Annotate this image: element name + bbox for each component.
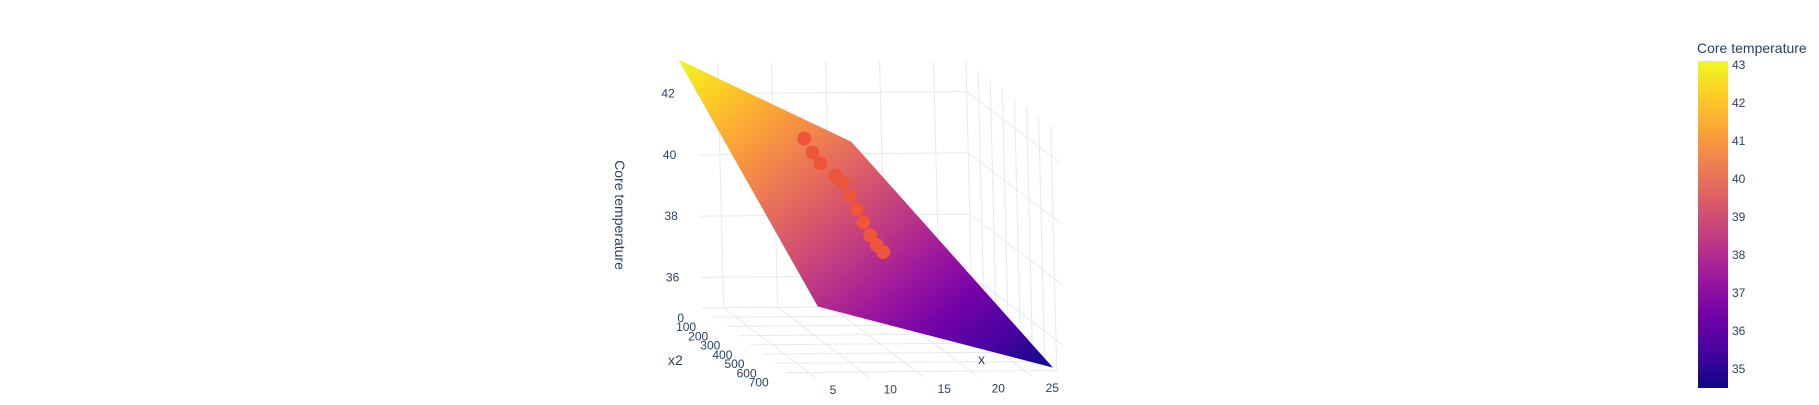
floor-gridline [777, 307, 870, 378]
scatter-layer [797, 131, 891, 259]
floor-gridline [786, 369, 1057, 373]
z-axis-title: Core temperature [612, 160, 628, 270]
colorbar-tick-label: 36 [1732, 324, 1746, 338]
x-tick-label: 25 [1046, 381, 1060, 395]
side-wall-gridline [1013, 97, 1021, 343]
side-wall-gridline [989, 79, 997, 325]
scatter-point [863, 228, 878, 243]
floor-gridline [723, 307, 816, 379]
scatter-point [842, 188, 857, 203]
x2-tick-label: 200 [688, 329, 708, 343]
side-wall-gridline [967, 152, 1061, 224]
colorbar-tick-label: 37 [1732, 286, 1746, 300]
x2-tick-label: 100 [676, 320, 696, 334]
x2-tick-label: 400 [712, 348, 732, 362]
scatter-point [813, 156, 828, 171]
side-wall-gridline [977, 70, 985, 316]
x-tick-label: 20 [992, 382, 1006, 396]
scatter-point [856, 215, 871, 230]
colorbar: Core temperature 35 36 37 38 39 40 41 42 43 [1697, 40, 1807, 388]
temperature-surface [678, 59, 1053, 368]
colorbar-tick-label: 41 [1732, 134, 1746, 148]
colorbar-ticks: 35 36 37 38 39 40 41 42 43 [1732, 58, 1746, 376]
side-wall-gridline [969, 213, 1063, 285]
side-wall-gridline [1050, 125, 1058, 371]
floor-gridline [762, 351, 1033, 355]
z-tick-label: 38 [664, 209, 678, 223]
x2-tick-label: 600 [737, 366, 757, 380]
scatter-point [849, 202, 864, 217]
scatter-point [876, 244, 891, 259]
colorbar-tick-label: 40 [1732, 172, 1746, 186]
colorbar-gradient [1698, 61, 1728, 388]
scatter-point [805, 145, 820, 160]
scatter-point [797, 131, 812, 146]
side-wall-gridline [965, 60, 973, 307]
floor-gridline [774, 360, 1045, 364]
z-tick-label: 42 [661, 87, 675, 101]
colorbar-tick-label: 43 [1732, 58, 1746, 72]
floor-gridline [831, 306, 924, 378]
colorbar-title: Core temperature [1697, 40, 1807, 56]
colorbar-tick-label: 42 [1732, 96, 1746, 110]
side-wall-gridline [1001, 88, 1009, 334]
colorbar-tick-label: 38 [1732, 248, 1746, 262]
x-axis-title: x [978, 351, 985, 367]
colorbar-tick-label: 39 [1732, 210, 1746, 224]
x2-tick-label: 0 [677, 311, 684, 325]
side-wall-gridline [966, 91, 1060, 163]
x2-axis-title: x2 [668, 352, 683, 368]
x-tick-label: 10 [884, 382, 898, 396]
z-tick-label: 36 [666, 270, 680, 284]
z-tick-label: 40 [663, 148, 677, 162]
side-wall-gridline [1038, 116, 1046, 362]
x-tick-label: 5 [830, 383, 837, 397]
x2-tick-label: 500 [724, 357, 744, 371]
side-wall-gridline [970, 274, 1064, 346]
scatter-point [834, 175, 849, 190]
side-wall-gridline [1026, 107, 1034, 353]
surface-layer [678, 59, 1053, 368]
x-tick-label: 15 [938, 382, 952, 396]
x2-tick-label: 300 [700, 339, 720, 353]
colorbar-tick-label: 35 [1732, 362, 1746, 376]
x2-tick-label: 700 [749, 375, 769, 389]
